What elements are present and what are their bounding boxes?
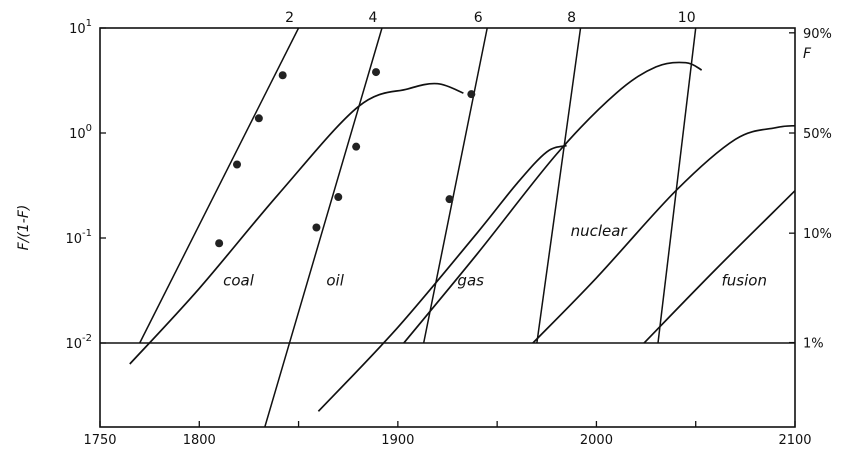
data-point: [233, 160, 242, 169]
x-tick-label: 2100: [778, 433, 811, 448]
trend-line-4: [264, 27, 383, 428]
data-point: [254, 114, 263, 123]
series-label-coal: coal: [223, 271, 255, 289]
series-curves: [129, 61, 796, 412]
data-point: [445, 195, 454, 204]
data-point: [334, 193, 343, 202]
y-tick-label: 101: [69, 18, 92, 37]
series-label-fusion: fusion: [722, 271, 767, 289]
y-axis-title: F/(1-F): [16, 205, 32, 251]
y-tick-base: 10: [65, 337, 82, 352]
trend-line-2: [139, 27, 300, 344]
y2-tick-label: 10%: [803, 227, 832, 242]
y2-tick-label: 1%: [803, 337, 824, 352]
y-tick-exponent: -2: [82, 333, 92, 344]
x-tick-label: 1900: [381, 433, 414, 448]
data-point: [352, 142, 361, 151]
data-point: [372, 68, 381, 77]
data-point: [312, 223, 321, 232]
y-tick-exponent: 1: [86, 18, 92, 29]
y2-tick-label: 50%: [803, 127, 832, 142]
data-point: [467, 90, 476, 99]
y-tick-base: 10: [65, 232, 82, 247]
series-curve-nuclear: [532, 124, 796, 344]
series-label-nuclear: nuclear: [571, 222, 628, 240]
plot-frame: [99, 27, 796, 428]
series-label-gas: gas: [457, 271, 484, 289]
labels: 1750 1800 1900 2000 210010110010-110-290%50%…: [16, 10, 832, 448]
y-tick-base: 10: [69, 22, 86, 37]
trend-line-6: [422, 27, 488, 344]
trend-line-label-4: 4: [369, 10, 378, 26]
trend-line-label-8: 8: [567, 10, 576, 26]
y-tick-base: 10: [69, 127, 86, 142]
trend-lines: [139, 27, 697, 428]
trend-line-label-10: 10: [678, 10, 696, 26]
axes-frame: [99, 27, 796, 428]
y2-axis-title: F: [803, 46, 812, 62]
y-tick-label: 10-1: [65, 228, 92, 247]
data-points: [215, 68, 476, 248]
series-curve-oil: [317, 144, 567, 412]
series-curve-coal: [129, 82, 464, 365]
y2-tick-label: 90%: [803, 27, 832, 42]
x-tick-label: 2000: [580, 433, 613, 448]
trend-line-label-2: 2: [285, 10, 294, 26]
y-tick-exponent: -1: [82, 228, 92, 239]
series-curve-fusion: [643, 190, 796, 344]
y-tick-label: 10-2: [65, 333, 92, 352]
series-curve-gas: [403, 61, 703, 344]
trend-line-10: [657, 27, 697, 344]
data-point: [278, 71, 287, 80]
series-label-oil: oil: [326, 271, 344, 289]
y-tick-exponent: 0: [86, 123, 92, 134]
trend-line-8: [536, 27, 582, 344]
data-point: [215, 239, 224, 248]
trend-line-label-6: 6: [474, 10, 483, 26]
y-tick-label: 100: [69, 123, 92, 142]
x-tick-label: 1800: [183, 433, 216, 448]
x-tick-label: 1750: [83, 433, 116, 448]
